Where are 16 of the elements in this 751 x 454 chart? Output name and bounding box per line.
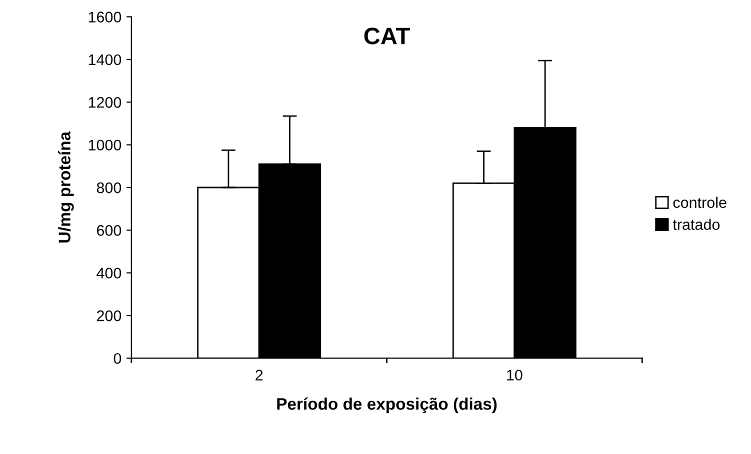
- x-tick-label: 10: [507, 370, 522, 381]
- y-tick-label: 400: [96, 268, 122, 279]
- y-tick-label: 200: [96, 310, 122, 322]
- y-tick-label: 1400: [88, 54, 122, 66]
- x-axis-title: Período de exposição (dias): [277, 397, 497, 414]
- x-tick-label: 2: [256, 370, 263, 380]
- chart-title: CAT: [364, 28, 410, 44]
- y-axis-title: U/mg proteína: [58, 131, 74, 243]
- y-tick-label: 0: [114, 353, 122, 364]
- y-tick-label: 800: [96, 182, 122, 194]
- legend-label: tratado: [672, 218, 720, 230]
- y-tick-label: 1000: [88, 140, 122, 151]
- y-tick-label: 1600: [88, 12, 122, 22]
- legend-label: controle: [673, 196, 726, 208]
- y-tick-label: 1200: [88, 97, 122, 108]
- y-tick-label: 600: [96, 225, 122, 236]
